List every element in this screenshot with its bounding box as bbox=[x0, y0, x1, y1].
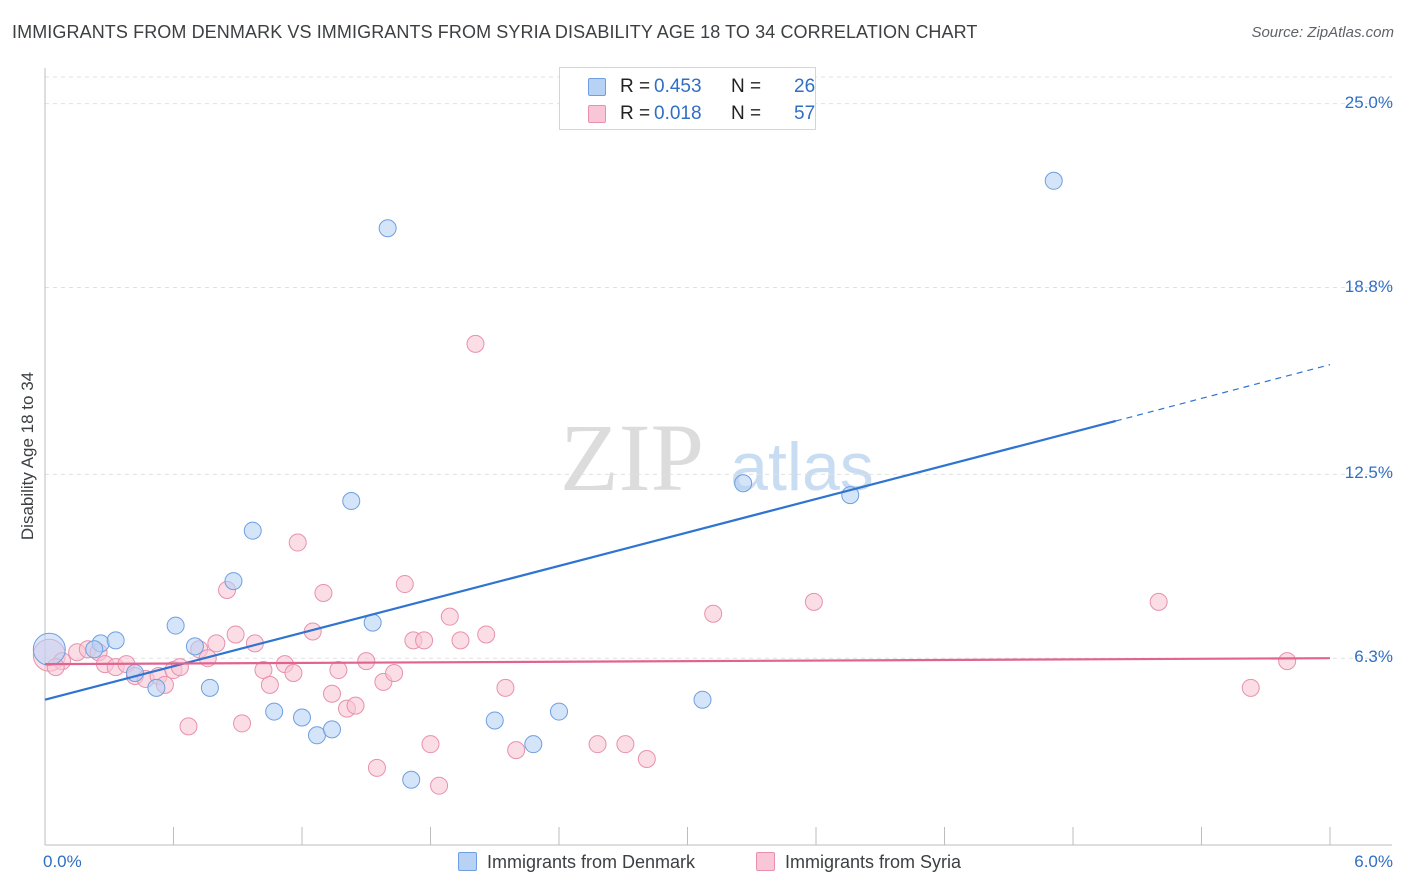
data-point-syria bbox=[1278, 652, 1297, 671]
data-point-syria bbox=[357, 652, 376, 671]
chart-title: IMMIGRANTS FROM DENMARK VS IMMIGRANTS FR… bbox=[12, 22, 978, 42]
data-point-syria bbox=[346, 696, 365, 715]
data-point-syria bbox=[616, 735, 635, 754]
data-point-denmark bbox=[224, 572, 243, 591]
data-point-denmark bbox=[243, 521, 262, 540]
data-point-syria bbox=[588, 735, 607, 754]
y-tick-label: 25.0% bbox=[1344, 92, 1393, 112]
legend-swatch-denmark bbox=[588, 78, 606, 96]
legend-n-label: N = bbox=[731, 76, 762, 97]
data-point-denmark bbox=[378, 219, 397, 238]
x-tick-marks bbox=[44, 827, 1331, 845]
data-point-denmark bbox=[485, 711, 504, 730]
data-point-syria bbox=[367, 758, 386, 777]
legend-r-value: 0.453 bbox=[654, 76, 702, 97]
legend-swatch-syria bbox=[588, 105, 606, 123]
data-point-syria bbox=[284, 664, 303, 683]
legend-r-value: 0.018 bbox=[654, 103, 702, 124]
data-point-denmark bbox=[402, 770, 421, 789]
series-denmark bbox=[32, 171, 1063, 789]
data-point-denmark bbox=[293, 708, 311, 727]
trend-line-denmark bbox=[44, 419, 1117, 701]
data-point-syria bbox=[1149, 592, 1168, 611]
legend-item-syria[interactable]: Immigrants from Syria bbox=[756, 852, 961, 873]
data-point-syria bbox=[288, 533, 307, 552]
trend-lines bbox=[44, 364, 1331, 701]
legend-label-syria: Immigrants from Syria bbox=[785, 852, 962, 872]
data-point-syria bbox=[507, 741, 526, 760]
data-point-denmark bbox=[265, 702, 284, 721]
correlation-legend: R = 0.453 N = 26 R = 0.018 N = 57 bbox=[559, 67, 816, 130]
data-point-denmark bbox=[550, 702, 568, 721]
legend-item-denmark[interactable]: Immigrants from Denmark bbox=[458, 852, 695, 873]
data-point-syria bbox=[466, 334, 485, 353]
watermark: ZIP atlas bbox=[560, 404, 874, 511]
data-point-syria bbox=[415, 631, 434, 650]
legend-swatch-denmark bbox=[458, 852, 477, 871]
grid bbox=[45, 76, 1392, 659]
data-point-syria bbox=[451, 631, 470, 650]
data-point-syria bbox=[704, 604, 723, 623]
data-point-syria bbox=[430, 776, 449, 795]
data-point-syria bbox=[260, 675, 279, 694]
data-point-syria bbox=[385, 664, 404, 683]
data-point-denmark bbox=[106, 631, 125, 650]
data-point-syria bbox=[233, 714, 252, 733]
trend-line-denmark-extension bbox=[1115, 364, 1331, 422]
data-point-syria bbox=[207, 634, 226, 653]
legend-n-value: 57 bbox=[794, 103, 816, 124]
data-point-denmark bbox=[307, 726, 326, 745]
data-point-syria bbox=[1241, 678, 1260, 697]
data-point-denmark bbox=[32, 632, 66, 666]
x-tick-min: 0.0% bbox=[43, 852, 82, 871]
x-tick-max: 6.0% bbox=[1354, 852, 1393, 871]
data-point-denmark bbox=[166, 616, 185, 635]
legend-n-value: 26 bbox=[794, 76, 816, 97]
data-point-denmark bbox=[322, 720, 341, 739]
trend-line-syria bbox=[44, 657, 1331, 666]
data-point-syria bbox=[329, 661, 348, 680]
data-point-denmark bbox=[734, 474, 753, 493]
data-point-denmark bbox=[85, 640, 104, 659]
data-point-syria bbox=[637, 750, 656, 769]
data-point-denmark bbox=[524, 735, 543, 754]
data-point-syria bbox=[440, 607, 459, 626]
data-point-syria bbox=[395, 575, 414, 594]
data-point-denmark bbox=[200, 678, 219, 697]
legend-label-denmark: Immigrants from Denmark bbox=[487, 852, 696, 872]
axes bbox=[44, 68, 1392, 846]
data-point-syria bbox=[421, 735, 440, 754]
legend-r-label: R = bbox=[620, 103, 651, 124]
legend-swatch-syria bbox=[756, 852, 775, 871]
data-point-denmark bbox=[185, 637, 204, 656]
y-tick-label: 12.5% bbox=[1344, 463, 1393, 483]
watermark-zip: ZIP bbox=[560, 404, 704, 511]
source-label: Source: ZipAtlas.com bbox=[1251, 24, 1394, 41]
data-point-syria bbox=[226, 625, 245, 644]
data-point-syria bbox=[496, 678, 515, 697]
data-point-denmark bbox=[342, 492, 361, 511]
data-point-denmark bbox=[147, 678, 166, 697]
data-point-syria bbox=[804, 592, 823, 611]
data-point-syria bbox=[314, 583, 333, 602]
y-tick-label: 18.8% bbox=[1344, 276, 1393, 296]
y-tick-label: 6.3% bbox=[1354, 647, 1393, 667]
data-point-syria bbox=[254, 661, 273, 680]
data-point-denmark bbox=[1044, 171, 1063, 190]
data-point-syria bbox=[179, 717, 198, 736]
data-point-syria bbox=[322, 684, 341, 703]
legend-r-label: R = bbox=[620, 76, 651, 97]
data-point-denmark bbox=[693, 690, 712, 709]
data-point-syria bbox=[477, 625, 496, 644]
legend-n-label: N = bbox=[731, 103, 762, 124]
